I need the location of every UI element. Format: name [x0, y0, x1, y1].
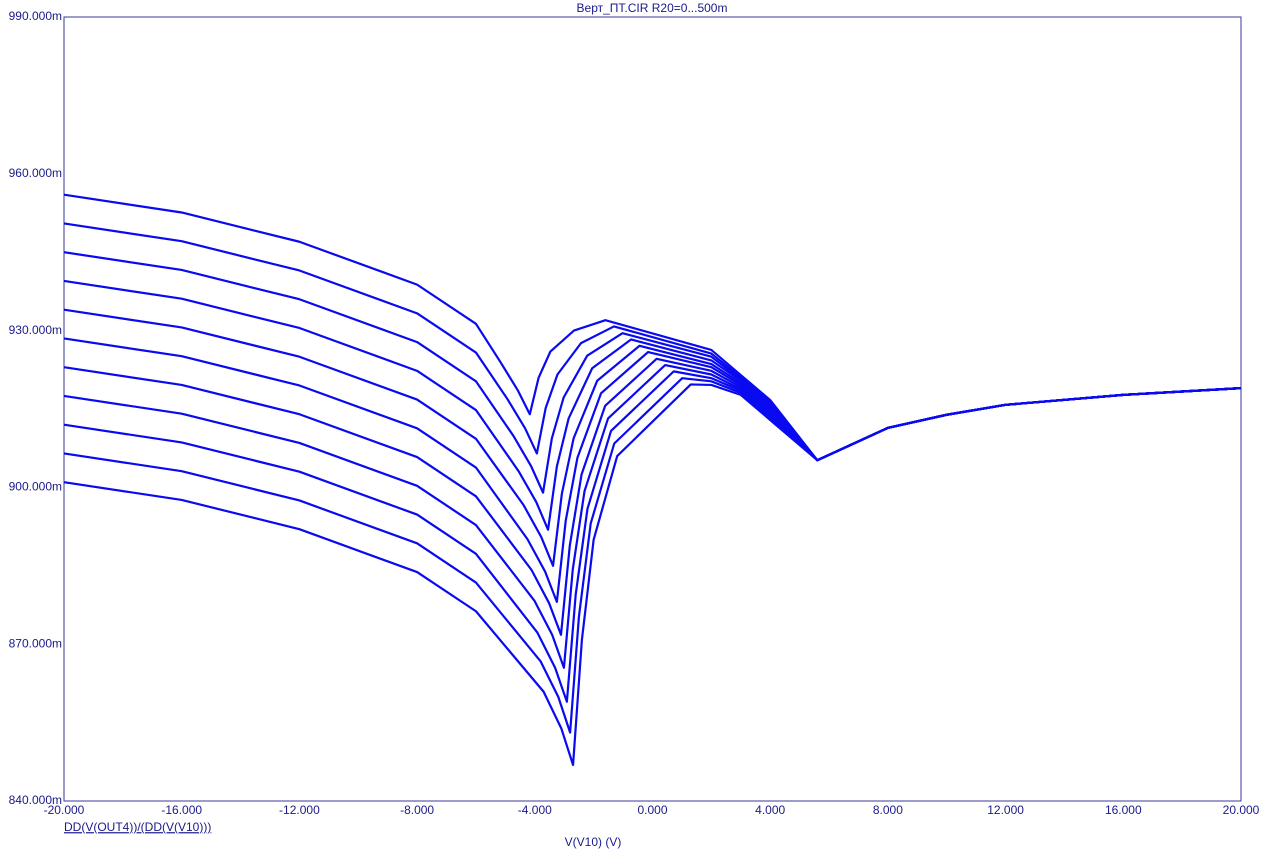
curve: [63, 308, 1242, 567]
x-tick-label: 4.000: [755, 803, 785, 817]
x-tick-label: 12.000: [987, 803, 1024, 817]
y-axis-label: DD(V(OUT4))/(DD(V(V10))): [64, 820, 211, 834]
x-tick-label: 16.000: [1105, 803, 1142, 817]
x-tick-label: 20.000: [1223, 803, 1260, 817]
y-tick-label: 960.000m: [9, 166, 62, 180]
y-tick-label: 990.000m: [9, 9, 62, 23]
y-tick-label: 840.000m: [9, 793, 62, 807]
y-tick-label: 900.000m: [9, 480, 62, 494]
x-tick-label: -12.000: [279, 803, 320, 817]
x-tick-label: -8.000: [400, 803, 434, 817]
curve: [63, 377, 1242, 734]
x-tick-label: -16.000: [161, 803, 202, 817]
plot-frame: [63, 16, 1242, 802]
x-tick-label: 0.000: [637, 803, 667, 817]
x-axis-label: V(V10) (V): [565, 835, 622, 849]
x-tick-label: 8.000: [873, 803, 903, 817]
curve: [63, 364, 1242, 669]
y-tick-label: 870.000m: [9, 636, 62, 650]
chart-title: Верт_ПТ.CIR R20=0...500m: [577, 1, 728, 15]
y-tick-label: 930.000m: [9, 323, 62, 337]
x-tick-label: -20.000: [44, 803, 85, 817]
x-tick-label: -4.000: [518, 803, 552, 817]
curve: [63, 383, 1242, 767]
